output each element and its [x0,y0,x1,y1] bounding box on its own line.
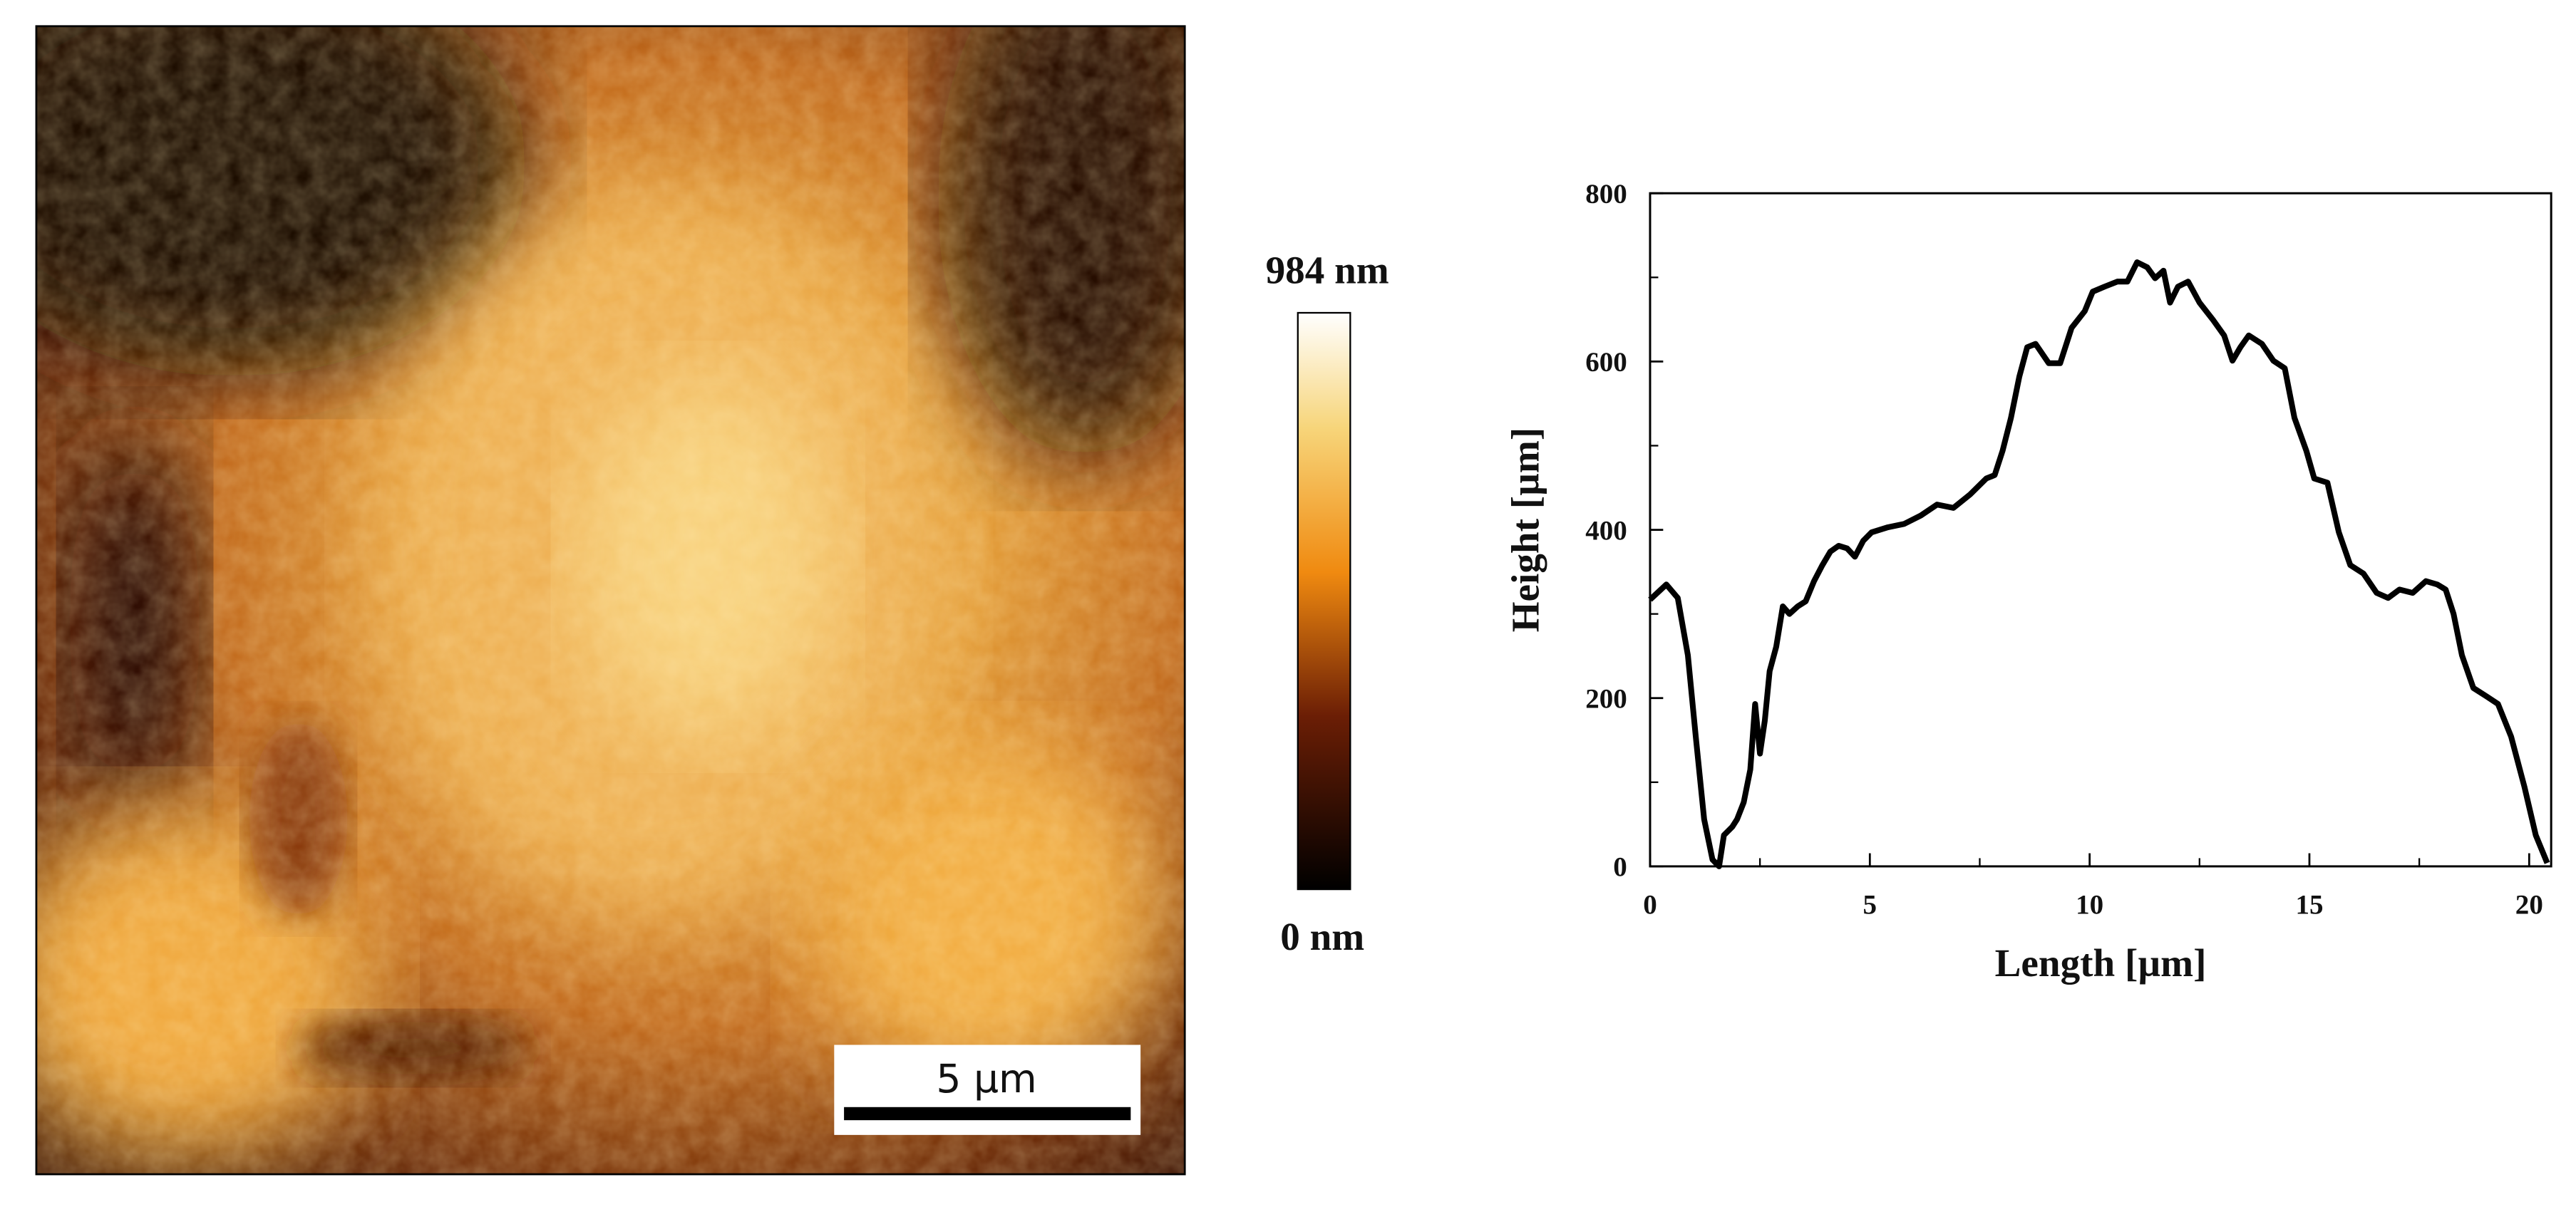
x-tick-label: 5 [1863,890,1877,921]
scale-bar [844,1107,1131,1121]
profile-chart: 0 200 400 600 800 0 5 10 15 20 Length [µm] Height [… [1504,179,2552,985]
y-tick-label: 800 [1585,179,1627,209]
y-tick-label: 200 [1585,684,1627,715]
colorbar [1297,311,1351,891]
afm-image [36,26,1185,1175]
profile-line [1648,259,2550,869]
y-tick-label: 0 [1613,852,1627,883]
y-axis-title: Height [µm] [1504,428,1547,633]
x-tick-label: 15 [2295,890,2323,921]
scale-bar-label: 5 µm [936,1057,1036,1102]
x-tick-label: 20 [2515,890,2543,921]
plot-frame [1649,192,2552,868]
colorbar-max: 984 nm [1266,249,1389,292]
y-tick-label: 400 [1585,515,1627,546]
y-tick-label: 600 [1585,347,1627,378]
x-tick-label: 10 [2076,890,2103,921]
x-axis-title: Length [µm] [1995,941,2207,985]
afm-frame [35,25,1186,1176]
x-tick-label: 0 [1643,890,1657,921]
colorbar-min: 0 nm [1280,915,1364,958]
